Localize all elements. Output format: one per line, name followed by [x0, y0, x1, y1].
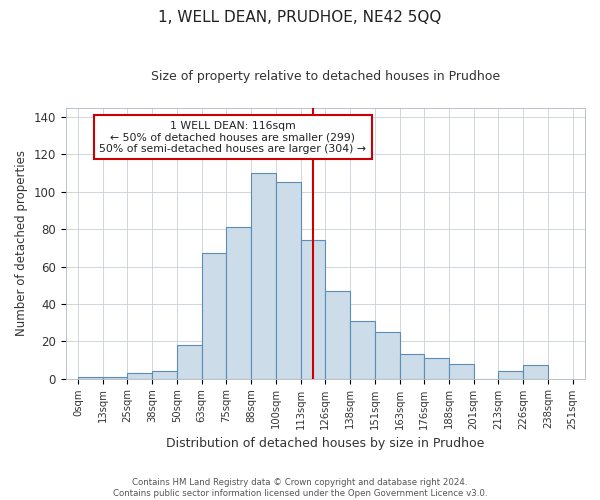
Bar — [127, 373, 152, 378]
Y-axis label: Number of detached properties: Number of detached properties — [15, 150, 28, 336]
Bar — [226, 228, 251, 378]
Bar — [251, 173, 276, 378]
X-axis label: Distribution of detached houses by size in Prudhoe: Distribution of detached houses by size … — [166, 437, 485, 450]
Bar — [523, 366, 548, 378]
Bar — [375, 332, 400, 378]
Bar — [350, 320, 375, 378]
Bar — [424, 358, 449, 378]
Bar — [400, 354, 424, 378]
Bar — [78, 376, 103, 378]
Bar — [152, 371, 177, 378]
Text: 1 WELL DEAN: 116sqm
← 50% of detached houses are smaller (299)
50% of semi-detac: 1 WELL DEAN: 116sqm ← 50% of detached ho… — [99, 121, 366, 154]
Bar — [103, 376, 127, 378]
Bar — [202, 254, 226, 378]
Bar — [325, 291, 350, 378]
Bar — [499, 371, 523, 378]
Text: 1, WELL DEAN, PRUDHOE, NE42 5QQ: 1, WELL DEAN, PRUDHOE, NE42 5QQ — [158, 10, 442, 25]
Title: Size of property relative to detached houses in Prudhoe: Size of property relative to detached ho… — [151, 70, 500, 83]
Bar — [449, 364, 474, 378]
Bar — [301, 240, 325, 378]
Text: Contains HM Land Registry data © Crown copyright and database right 2024.
Contai: Contains HM Land Registry data © Crown c… — [113, 478, 487, 498]
Bar — [276, 182, 301, 378]
Bar — [177, 345, 202, 378]
